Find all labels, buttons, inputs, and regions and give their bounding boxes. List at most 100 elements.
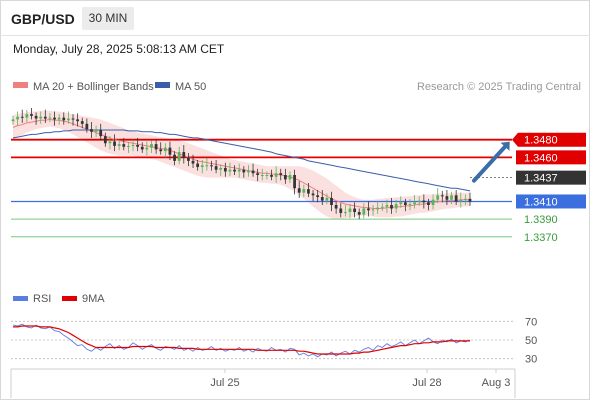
rsi-panel-layer: 70 50 30 bbox=[11, 316, 537, 366]
candle-body bbox=[80, 121, 84, 124]
candle bbox=[436, 188, 440, 204]
candle bbox=[247, 165, 250, 177]
candle bbox=[334, 201, 338, 214]
candle bbox=[367, 201, 370, 217]
candle bbox=[34, 112, 38, 125]
candle bbox=[48, 113, 52, 123]
candle bbox=[145, 141, 149, 156]
candle bbox=[196, 160, 200, 171]
candle-body bbox=[48, 117, 52, 119]
candle bbox=[431, 194, 435, 210]
candle-body bbox=[468, 198, 472, 202]
candle bbox=[274, 166, 278, 183]
candle-body bbox=[122, 144, 126, 147]
candle-body bbox=[288, 175, 292, 180]
ma50-legend-swatch bbox=[155, 82, 170, 88]
candle-body bbox=[320, 197, 324, 201]
candle-body bbox=[256, 173, 260, 175]
candle bbox=[302, 184, 306, 198]
candle-body bbox=[380, 206, 384, 208]
forecast-arrow-head bbox=[500, 141, 510, 151]
candle bbox=[408, 198, 412, 211]
candle bbox=[242, 166, 246, 178]
candle-body bbox=[76, 119, 80, 122]
candle bbox=[237, 163, 241, 178]
candle-body bbox=[316, 195, 320, 198]
candle-body bbox=[71, 118, 75, 120]
candle bbox=[260, 168, 264, 181]
candle-body bbox=[413, 202, 416, 205]
candle bbox=[140, 142, 144, 153]
x-tick-label: Aug 3 bbox=[482, 377, 511, 389]
candle-body bbox=[274, 173, 278, 177]
rsi-legend-swatch bbox=[13, 296, 28, 301]
bollinger-band-area bbox=[13, 110, 470, 220]
candle bbox=[159, 142, 163, 155]
level-label-1-3410-bg bbox=[516, 194, 586, 209]
candle bbox=[182, 145, 186, 164]
last-price-label-bg bbox=[516, 170, 586, 185]
candle bbox=[353, 202, 356, 218]
forecast-arrow-shaft bbox=[472, 144, 507, 183]
candle bbox=[265, 171, 269, 180]
candle-body bbox=[34, 115, 38, 119]
candle-body bbox=[150, 144, 153, 148]
candle-body bbox=[343, 212, 347, 214]
candle-body bbox=[408, 204, 412, 206]
candle-body bbox=[371, 209, 375, 211]
candle bbox=[270, 169, 273, 181]
candle bbox=[20, 109, 24, 123]
candle bbox=[450, 191, 453, 205]
candle bbox=[348, 204, 352, 219]
timeframe-button[interactable]: 30 MIN bbox=[82, 7, 134, 30]
candle-body bbox=[173, 154, 176, 161]
candle bbox=[288, 171, 292, 183]
candle bbox=[376, 201, 380, 214]
ma9-legend-swatch bbox=[62, 296, 77, 301]
candle-body bbox=[348, 208, 352, 213]
level-label-1-3390: 1.3390 bbox=[524, 214, 558, 226]
candle bbox=[210, 160, 213, 171]
research-credit: Research © 2025 Trading Central bbox=[417, 81, 581, 93]
candle bbox=[468, 192, 472, 206]
x-axis-ticks: Jul 25 Jul 28 Aug 3 bbox=[210, 369, 510, 389]
candle-body bbox=[228, 169, 232, 172]
candle bbox=[136, 137, 140, 152]
candle-body bbox=[390, 205, 393, 209]
candle-body bbox=[445, 196, 449, 200]
candle-body bbox=[233, 169, 236, 172]
candle-body bbox=[330, 197, 333, 205]
candle-body bbox=[450, 195, 453, 200]
candle-body bbox=[94, 130, 98, 132]
candle bbox=[39, 111, 43, 124]
candle-body bbox=[131, 145, 135, 146]
candle-body bbox=[205, 165, 209, 167]
rsi-tick-50: 50 bbox=[525, 335, 537, 347]
ma9-legend-label: 9MA bbox=[82, 293, 105, 305]
candle bbox=[43, 109, 47, 123]
candle-body bbox=[117, 144, 121, 146]
candle bbox=[422, 194, 426, 209]
candle-body bbox=[196, 163, 200, 168]
candle-body bbox=[90, 129, 93, 132]
candle bbox=[214, 160, 218, 174]
candle-body bbox=[182, 152, 186, 158]
candle bbox=[94, 125, 98, 138]
candle bbox=[362, 203, 366, 219]
candle-body bbox=[353, 208, 356, 213]
candle bbox=[445, 190, 449, 205]
candle-body bbox=[403, 202, 407, 205]
candle-body bbox=[362, 208, 366, 215]
level-label-1-3410-text: 1.3410 bbox=[524, 196, 558, 208]
level-label-1-3460-bg bbox=[516, 150, 586, 165]
candle bbox=[256, 168, 260, 182]
candle-body bbox=[187, 157, 190, 161]
candle-body bbox=[459, 199, 463, 202]
candle-body bbox=[30, 114, 33, 116]
candle bbox=[173, 151, 176, 166]
candle bbox=[30, 107, 33, 120]
level-label-1-3410: 1.3410 bbox=[516, 194, 586, 209]
level-label-1-3480: 1.3480 bbox=[512, 132, 586, 147]
candle-body bbox=[136, 145, 140, 147]
candle bbox=[177, 146, 181, 165]
